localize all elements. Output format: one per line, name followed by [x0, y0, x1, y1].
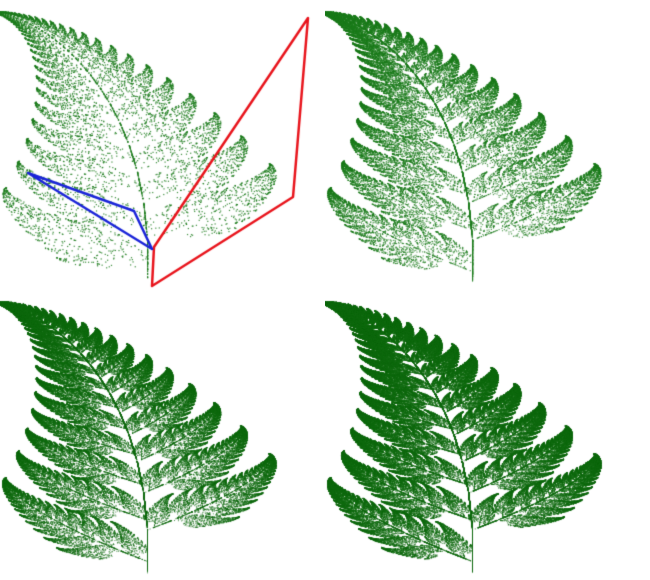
- fern-panel-dense: [0, 290, 325, 580]
- fern-panel-sparse-with-outlines: [0, 0, 325, 290]
- fern-panel-medium-density: [325, 0, 650, 290]
- fern-panel-very-dense: [325, 290, 650, 580]
